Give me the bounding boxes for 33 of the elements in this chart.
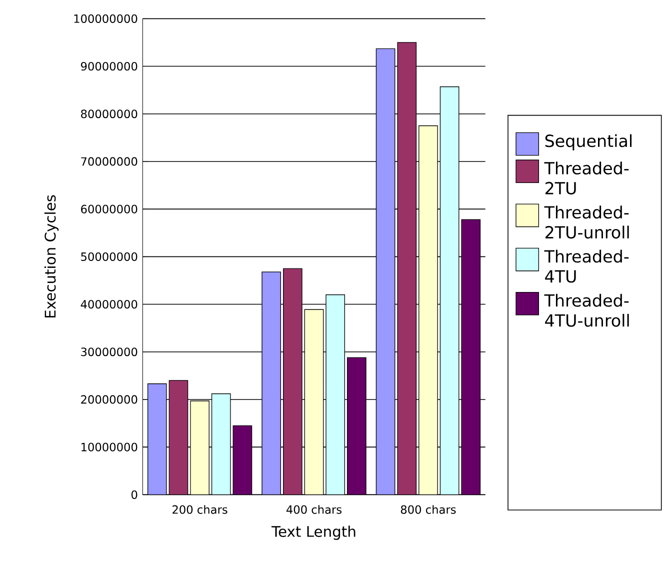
bar	[347, 357, 366, 495]
bar	[304, 309, 324, 495]
bar	[440, 86, 460, 495]
bar	[232, 425, 252, 495]
bar	[397, 42, 417, 495]
y-tick-label: 60000000	[81, 204, 138, 214]
legend-label: Sequential	[545, 134, 632, 150]
bar	[283, 268, 302, 495]
bar	[326, 294, 345, 495]
x-tick-label: 800 chars	[400, 505, 456, 514]
y-tick-label: 20000000	[81, 395, 138, 404]
x-tick-label: 400 chars	[286, 505, 342, 514]
y-tick-label: 10000000	[82, 442, 138, 452]
bar	[461, 219, 481, 495]
x-axis-title: Text Length	[272, 526, 356, 540]
y-tick-label: 90000000	[80, 62, 138, 71]
bar	[190, 400, 210, 495]
y-axis-title: Execution Cycles	[44, 195, 59, 318]
y-tick-label: 40000000	[80, 300, 138, 309]
y-tick-label: 30000000	[81, 348, 138, 356]
legend-label: Threaded-2TU-unroll	[544, 206, 629, 239]
legend-label: Threaded-4TU-unroll	[544, 294, 629, 327]
legend-label: Threaded-4TU	[544, 250, 629, 283]
y-tick-label: 100000000	[74, 14, 138, 23]
y-tick-label: 80000000	[81, 110, 138, 118]
y-tick-label: 0	[132, 490, 138, 499]
bar	[168, 380, 188, 495]
bar	[418, 125, 438, 495]
bar	[211, 393, 231, 495]
x-tick-label: 200 chars	[172, 505, 228, 514]
y-tick-label: 50000000	[81, 252, 138, 261]
y-tick-label: 70000000	[81, 157, 138, 166]
legend-label: Threaded-2TU	[544, 162, 629, 194]
